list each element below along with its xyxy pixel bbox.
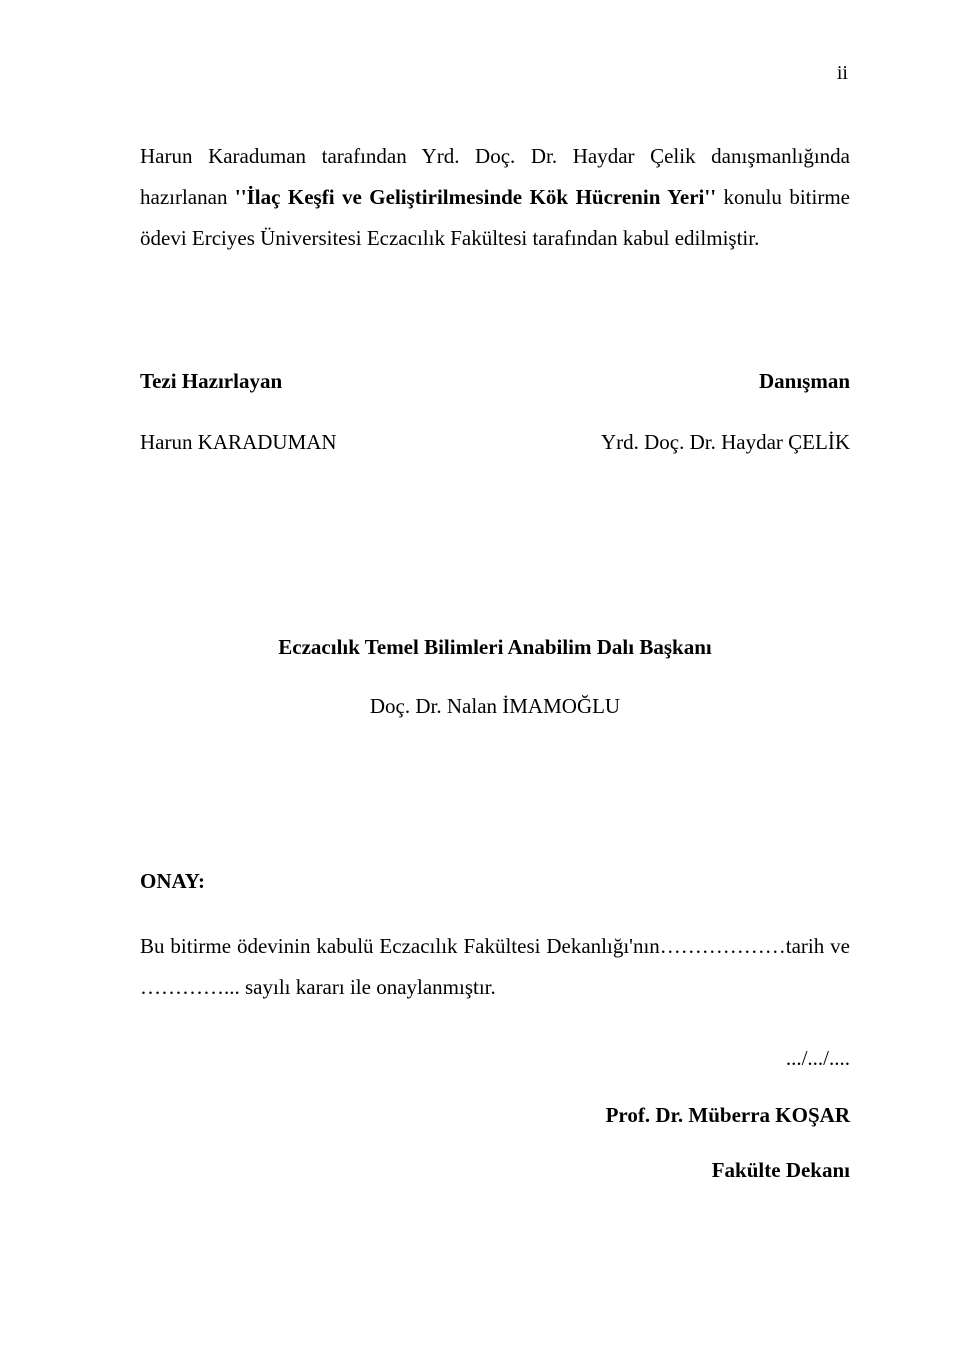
preparer-label: Tezi Hazırlayan xyxy=(140,369,282,394)
department-head-name: Doç. Dr. Nalan İMAMOĞLU xyxy=(140,694,850,719)
advisor-name: Yrd. Doç. Dr. Haydar ÇELİK xyxy=(601,430,850,455)
approval-label: ONAY: xyxy=(140,869,850,894)
dean-name: Prof. Dr. Müberra KOŞAR xyxy=(140,1103,850,1128)
department-head-label: Eczacılık Temel Bilimleri Anabilim Dalı … xyxy=(140,635,850,660)
intro-paragraph: Harun Karaduman tarafından Yrd. Doç. Dr.… xyxy=(140,136,850,259)
page-number: ii xyxy=(837,62,848,85)
intro-title: ''İlaç Keşfi ve Geliştirilmesinde Kök Hü… xyxy=(235,185,716,209)
credits-labels-row: Tezi Hazırlayan Danışman xyxy=(140,369,850,394)
advisor-label: Danışman xyxy=(759,369,850,394)
department-head-block: Eczacılık Temel Bilimleri Anabilim Dalı … xyxy=(140,635,850,719)
dean-title: Fakülte Dekanı xyxy=(140,1158,850,1183)
preparer-name: Harun KARADUMAN xyxy=(140,430,337,455)
credits-names-row: Harun KARADUMAN Yrd. Doç. Dr. Haydar ÇEL… xyxy=(140,430,850,455)
approval-block: ONAY: Bu bitirme ödevinin kabulü Eczacıl… xyxy=(140,869,850,1008)
date-placeholder: .../.../.... xyxy=(140,1046,850,1071)
document-page: ii Harun Karaduman tarafından Yrd. Doç. … xyxy=(0,0,960,1345)
approval-text: Bu bitirme ödevinin kabulü Eczacılık Fak… xyxy=(140,926,850,1008)
